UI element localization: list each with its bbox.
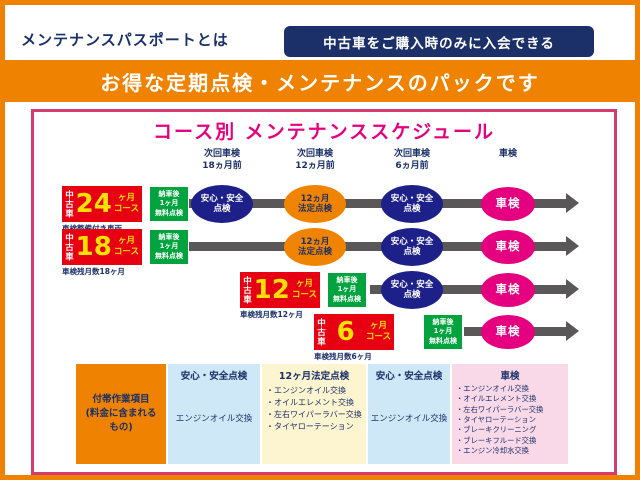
course-suffix: コース: [365, 331, 391, 342]
course-note-24m: 車検整備付き車両: [62, 223, 122, 234]
work-col-header: 12ヶ月法定点検: [278, 371, 350, 382]
work-table-rowheader: 付帯作業項目 (料金に含まれる もの): [76, 364, 166, 464]
promo-banner: お得な定期点検・メンテナンスのパックです: [5, 60, 635, 102]
column-header-12m: 次回車検 12ヵ月前: [295, 149, 335, 172]
course-suffix: コース: [291, 289, 317, 300]
header-title: メンテナンスパスポートとは: [21, 31, 229, 49]
timeline-arrow-18m: [189, 236, 579, 256]
schedule-title: コース別 メンテナンススケジュール: [153, 121, 495, 143]
work-col-items: ・エンジンオイル交換 ・オイルエレメント交換 ・左右ワイパーラバー交換 ・タイヤ…: [266, 386, 362, 431]
course-unit-block: ヶ月 コース: [113, 236, 142, 257]
course-unit-block: ヶ月 コース: [365, 321, 394, 342]
work-col-items: エンジンオイル交換: [175, 414, 253, 424]
course-badge-6m: 中古車 6 ヶ月 コース: [314, 314, 394, 350]
column-header-18m: 次回車検 18ヵ月前: [202, 149, 242, 172]
safety-check-ellipse: 安心・安全 点検: [381, 228, 443, 266]
course-unit: ヶ月: [369, 321, 387, 332]
work-col-safety-1: 安心・安全点検 エンジンオイル交換: [168, 364, 260, 464]
delivery-check-badge: 納車後 1ヶ月 無料点検: [150, 187, 188, 221]
course-unit-block: ヶ月 コース: [291, 279, 320, 300]
course-note-6m: 車検残月数6ヶ月: [314, 352, 372, 361]
course-unit-block: ヶ月 コース: [113, 193, 142, 214]
course-badge-24m: 中古車 24 ヶ月 コース: [62, 186, 142, 222]
used-car-label: 中古車: [63, 232, 74, 262]
course-months: 6: [336, 317, 355, 347]
work-col-legal: 12ヶ月法定点検 ・エンジンオイル交換 ・オイルエレメント交換 ・左右ワイパーラ…: [262, 364, 366, 464]
schedule-panel: コース別 メンテナンススケジュール 次回車検 18ヵ月前 次回車検 12ヵ月前 …: [31, 109, 617, 475]
course-unit: ヶ月: [117, 193, 135, 204]
membership-condition-badge: 中古車をご購入時のみに入会できる: [284, 26, 594, 57]
work-col-header: 安心・安全点検: [180, 371, 248, 382]
safety-check-ellipse: 安心・安全 点検: [381, 271, 443, 309]
course-months: 12: [253, 275, 290, 305]
course-unit: ヶ月: [117, 236, 135, 247]
used-car-label: 中古車: [63, 189, 74, 219]
work-col-shaken: 車検 ・エンジンオイル交換 ・オイルエレメント交換 ・左右ワイパーラバー交換 ・…: [452, 364, 568, 464]
shaken-ellipse: 車検: [481, 315, 535, 349]
delivery-check-badge: 納車後 1ヶ月 無料点検: [150, 230, 188, 264]
course-note-18m: 車検残月数18ヶ月: [62, 267, 125, 276]
course-badge-12m: 中古車 12 ヶ月 コース: [240, 272, 320, 308]
work-col-safety-2: 安心・安全点検 エンジンオイル交換: [368, 364, 450, 464]
safety-check-ellipse: 安心・安全 点検: [191, 185, 253, 223]
course-badge-18m: 中古車 18 ヶ月 コース: [62, 229, 142, 265]
shaken-ellipse: 車検: [481, 187, 535, 221]
used-car-label: 中古車: [315, 317, 326, 347]
work-col-items: エンジンオイル交換: [370, 414, 448, 424]
course-months: 18: [75, 232, 112, 262]
course-suffix: コース: [113, 246, 139, 257]
timeline-arrow-12m: [370, 279, 579, 299]
course-note-12m: 車検残月数12ヶ月: [240, 310, 303, 319]
work-col-header: 安心・安全点検: [375, 371, 443, 382]
column-header-6m: 次回車検 6ヵ月前: [393, 149, 430, 172]
course-unit: ヶ月: [295, 279, 313, 290]
delivery-check-badge: 納車後 1ヶ月 無料点検: [328, 273, 366, 307]
column-header-shaken: 車検: [498, 149, 517, 159]
work-col-items: ・エンジンオイル交換 ・オイルエレメント交換 ・左右ワイパーラバー交換 ・タイヤ…: [456, 384, 544, 456]
course-suffix: コース: [113, 203, 139, 214]
legal-check-ellipse: 12ヵ月 法定点検: [284, 185, 346, 223]
timeline-arrow-24m: [189, 193, 579, 213]
safety-check-ellipse: 安心・安全 点検: [381, 185, 443, 223]
shaken-ellipse: 車検: [481, 230, 535, 264]
shaken-ellipse: 車検: [481, 273, 535, 307]
used-car-label: 中古車: [241, 275, 252, 305]
legal-check-ellipse: 12ヵ月 法定点検: [284, 228, 346, 266]
delivery-check-badge: 納車後 1ヶ月 無料点検: [424, 315, 462, 349]
included-work-table: 付帯作業項目 (料金に含まれる もの) 安心・安全点検 エンジンオイル交換 12…: [76, 364, 568, 464]
course-months: 24: [75, 189, 112, 219]
work-col-header: 車検: [500, 371, 520, 382]
